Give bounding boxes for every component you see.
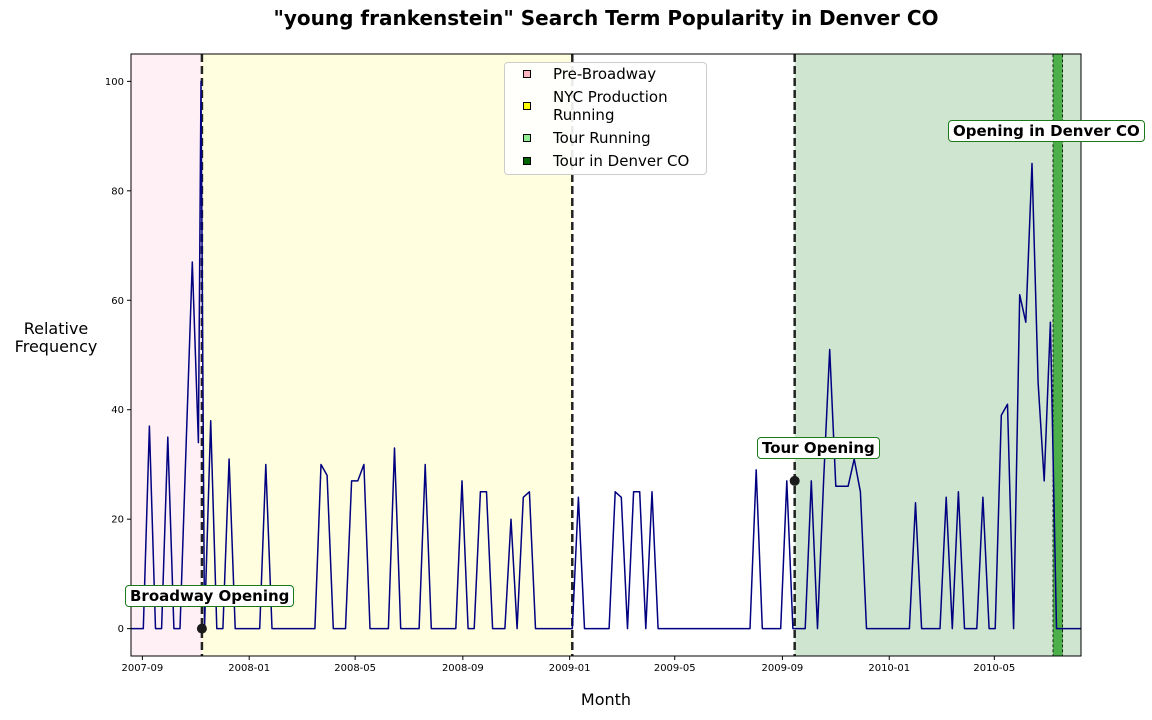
legend-label: Tour Running	[553, 129, 651, 147]
region-tour-in-denver-co	[1052, 53, 1064, 657]
legend-label: Pre-Broadway	[553, 65, 657, 83]
annotation-broadway-opening: Broadway Opening	[125, 585, 295, 607]
y-axis-ticks: 0 20 40 60 80 100	[105, 77, 131, 635]
x-tick-label: 2009-05	[654, 663, 696, 674]
legend-item-pre-broadway: Pre-Broadway	[523, 65, 700, 83]
region-pre-broadway	[131, 54, 202, 656]
x-tick-label: 2008-09	[442, 663, 484, 674]
series-lines	[131, 80, 1081, 630]
region-tour-running	[794, 54, 1081, 656]
x-tick-label: 2009-09	[762, 663, 804, 674]
x-tick-label: 2009-01	[549, 663, 591, 674]
y-tick-label: 20	[111, 515, 124, 526]
x-axis-label: Month	[580, 690, 632, 709]
legend-item-tour-denver: Tour in Denver CO	[523, 152, 700, 170]
x-tick-label: 2008-05	[334, 663, 376, 674]
event-markers	[196, 475, 800, 634]
legend-swatch-pre-broadway	[523, 70, 531, 78]
series-line	[131, 80, 1081, 630]
event-marker	[196, 623, 207, 634]
x-tick-label: 2008-01	[228, 663, 270, 674]
event-marker	[789, 475, 800, 486]
legend-swatch-tour-running	[523, 134, 531, 142]
y-tick-label: 60	[111, 296, 124, 307]
x-tick-label: 2010-01	[868, 663, 910, 674]
legend-label: Tour in Denver CO	[553, 152, 690, 170]
legend: Pre-Broadway NYC Production Running Tour…	[504, 62, 707, 175]
chart-title: "young frankenstein" Search Term Popular…	[273, 6, 939, 30]
x-tick-label: 2010-05	[973, 663, 1015, 674]
y-tick-label: 80	[111, 186, 124, 197]
y-tick-label: 0	[118, 624, 124, 635]
legend-swatch-nyc-production	[523, 102, 531, 110]
annotation-opening-denver: Opening in Denver CO	[948, 120, 1145, 142]
annotation-tour-opening: Tour Opening	[757, 437, 880, 459]
y-tick-label: 40	[111, 405, 124, 416]
legend-item-nyc-production: NYC Production Running	[523, 88, 700, 124]
x-axis-ticks: 2007-09 2008-01 2008-05 2008-09 2009-01 2009-…	[121, 656, 1015, 674]
y-tick-label: 100	[105, 77, 124, 88]
legend-item-tour-running: Tour Running	[523, 129, 700, 147]
legend-label: NYC Production Running	[553, 88, 668, 124]
plot-frame	[130, 53, 1082, 657]
x-tick-label: 2007-09	[121, 663, 163, 674]
legend-swatch-tour-denver	[523, 157, 531, 165]
y-axis-label: Relative Frequency	[14, 319, 98, 356]
